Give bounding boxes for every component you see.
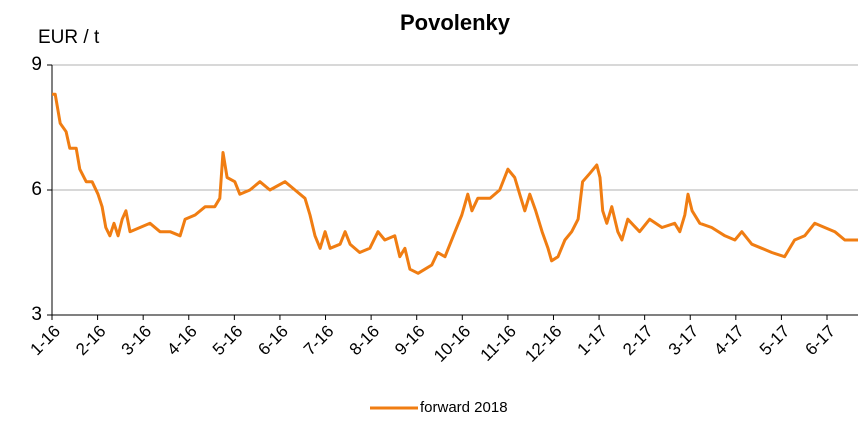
y-tick-label: 3 bbox=[31, 304, 42, 325]
x-tick-label: 1-17 bbox=[574, 322, 611, 359]
x-tick-label: 1-16 bbox=[27, 322, 64, 359]
x-tick-label: 2-17 bbox=[619, 322, 656, 359]
x-tick-label: 10-16 bbox=[430, 322, 474, 366]
x-tick-label: 12-16 bbox=[521, 322, 565, 366]
legend-label: forward 2018 bbox=[420, 399, 508, 416]
y-tick-label: 9 bbox=[31, 54, 42, 75]
x-tick-label: 6-16 bbox=[254, 322, 291, 359]
x-tick-label: 3-17 bbox=[665, 322, 702, 359]
x-tick-label: 5-17 bbox=[756, 322, 793, 359]
x-tick-label: 9-16 bbox=[391, 322, 428, 359]
chart-title: Povolenky bbox=[400, 10, 511, 35]
x-tick-label: 4-16 bbox=[163, 322, 200, 359]
x-tick-label: 3-16 bbox=[118, 322, 155, 359]
y-tick-label: 6 bbox=[31, 179, 42, 200]
x-tick-label: 6-17 bbox=[802, 322, 839, 359]
x-tick-label: 5-16 bbox=[209, 322, 246, 359]
series-line bbox=[52, 92, 858, 275]
x-tick-label: 8-16 bbox=[346, 322, 383, 359]
x-tick-label: 2-16 bbox=[72, 322, 109, 359]
x-tick-label: 4-17 bbox=[710, 322, 747, 359]
x-tick-label: 11-16 bbox=[477, 322, 520, 365]
y-axis-label: EUR / t bbox=[38, 27, 100, 48]
x-tick-label: 7-16 bbox=[300, 322, 337, 359]
